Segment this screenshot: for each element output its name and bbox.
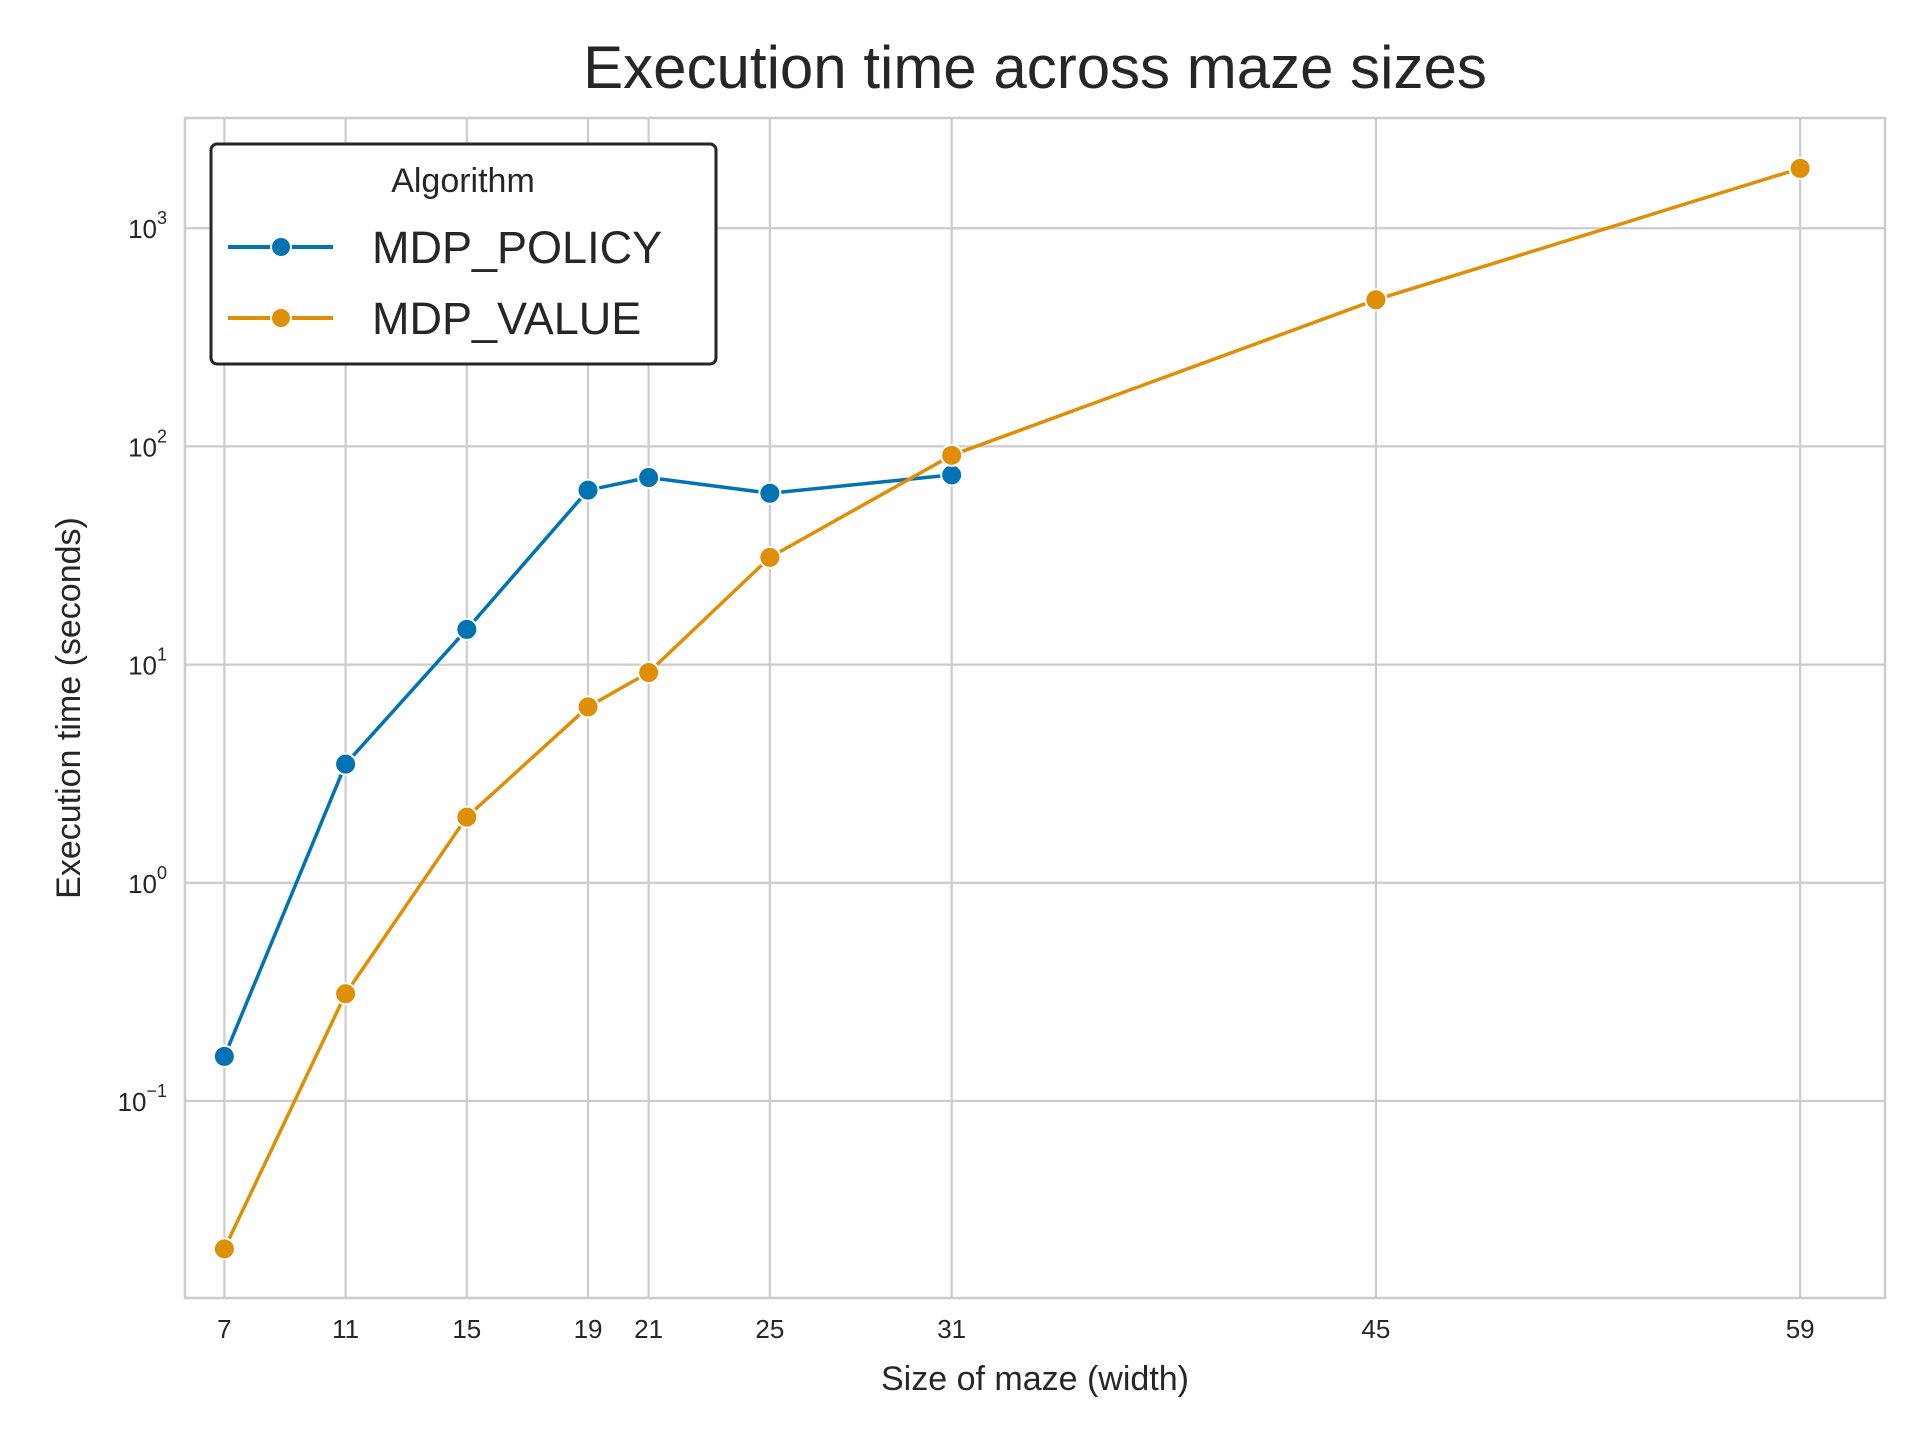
x-tick-label: 11 — [332, 1314, 359, 1344]
y-tick-label: 103 — [128, 208, 167, 244]
legend-marker-mdp-policy — [270, 236, 292, 258]
data-point-mdp-value — [1788, 156, 1812, 180]
data-point-mdp-policy — [758, 481, 782, 505]
y-tick-label: 102 — [128, 426, 167, 462]
data-point-mdp-value — [940, 443, 964, 467]
y-axis-label: Execution time (seconds) — [50, 517, 88, 899]
data-point-mdp-policy — [212, 1044, 236, 1068]
data-point-mdp-value — [1364, 288, 1388, 312]
legend: Algorithm MDP_POLICY MDP_VALUE — [209, 142, 718, 366]
x-tick-labels: 7 11 15 19 21 25 31 45 59 — [217, 1314, 1814, 1344]
x-axis-label: Size of maze (width) — [881, 1360, 1189, 1398]
legend-box — [209, 142, 718, 366]
x-tick-label: 25 — [755, 1314, 784, 1344]
data-point-mdp-value — [334, 982, 358, 1006]
x-tick-label: 21 — [634, 1314, 663, 1344]
x-tick-label: 15 — [452, 1314, 481, 1344]
x-tick-label: 31 — [937, 1314, 966, 1344]
data-point-mdp-value — [576, 695, 600, 719]
y-tick-label: 100 — [128, 863, 167, 899]
data-point-mdp-policy — [576, 478, 600, 502]
data-point-mdp-policy — [455, 617, 479, 641]
x-tick-label: 45 — [1361, 1314, 1390, 1344]
plot-frame — [183, 116, 1887, 1300]
legend-title: Algorithm — [391, 162, 535, 200]
legend-marker-mdp-value — [270, 307, 292, 329]
data-point-mdp-value — [212, 1237, 236, 1261]
legend-label-mdp-value: MDP_VALUE — [372, 293, 641, 344]
data-point-mdp-value — [455, 805, 479, 829]
legend-label-mdp-policy: MDP_POLICY — [372, 222, 662, 273]
data-point-mdp-value — [637, 660, 661, 684]
data-point-mdp-policy — [637, 466, 661, 490]
data-point-mdp-value — [758, 545, 782, 569]
data-point-mdp-policy — [334, 752, 358, 776]
x-tick-label: 59 — [1786, 1314, 1815, 1344]
y-tick-label: 101 — [128, 645, 167, 681]
y-tick-labels: 10−1 100 101 102 103 — [118, 208, 167, 1117]
data-point-mdp-policy — [940, 463, 964, 487]
x-tick-label: 19 — [574, 1314, 603, 1344]
series-layer — [212, 156, 1812, 1261]
y-tick-label: 10−1 — [118, 1081, 167, 1117]
x-tick-label: 7 — [217, 1314, 231, 1344]
chart-title: Execution time across maze sizes — [583, 34, 1487, 101]
